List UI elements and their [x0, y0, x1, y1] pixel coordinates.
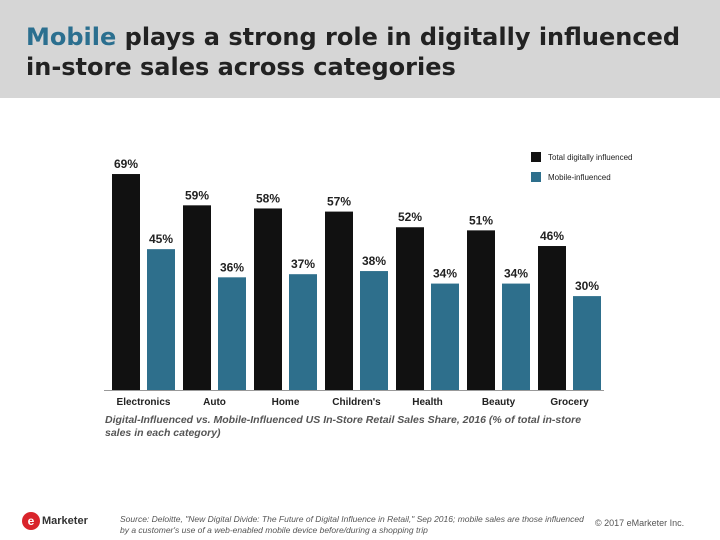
data-label-mobile: 34%	[504, 267, 528, 281]
data-label-total: 59%	[185, 188, 209, 202]
bar-total	[325, 211, 353, 390]
x-tick-label: Health	[412, 397, 443, 408]
legend-swatch-mobile	[531, 172, 541, 182]
bar-mobile	[147, 249, 175, 390]
bar-mobile	[218, 277, 246, 390]
bar-mobile	[502, 283, 530, 390]
legend-swatch-total	[531, 152, 541, 162]
x-tick-label: Home	[272, 397, 300, 408]
bar-total	[396, 227, 424, 390]
bar-total	[183, 205, 211, 390]
logo-mark-icon: e	[22, 512, 40, 530]
copyright: © 2017 eMarketer Inc.	[595, 518, 685, 528]
x-tick-label: Grocery	[550, 397, 589, 408]
data-label-total: 52%	[398, 210, 422, 224]
source-note: Source: Deloitte, "New Digital Divide: T…	[120, 514, 584, 535]
bar-total	[538, 246, 566, 390]
x-tick-label: Children's	[332, 397, 381, 408]
bar-mobile	[431, 283, 459, 390]
logo-text: Marketer	[42, 515, 88, 527]
emarketer-logo: e Marketer	[22, 512, 88, 530]
data-label-total: 69%	[114, 157, 138, 171]
bar-mobile	[573, 296, 601, 390]
legend-label: Total digitally influenced	[548, 153, 633, 162]
data-label-total: 51%	[469, 213, 493, 227]
x-tick-label: Beauty	[482, 397, 516, 408]
title-rest: plays a strong role in digitally influen…	[26, 23, 681, 81]
data-label-total: 57%	[327, 195, 351, 209]
data-label-total: 46%	[540, 229, 564, 243]
data-label-mobile: 36%	[220, 260, 244, 274]
bar-total	[112, 174, 140, 390]
x-tick-label: Electronics	[117, 397, 171, 408]
bar-mobile	[289, 274, 317, 390]
data-label-mobile: 34%	[433, 267, 457, 281]
data-label-total: 58%	[256, 191, 280, 205]
title-bar: Mobile plays a strong role in digitally …	[0, 0, 720, 98]
bar-mobile	[360, 271, 388, 390]
data-label-mobile: 38%	[362, 254, 386, 268]
x-tick-label: Auto	[203, 397, 226, 408]
data-label-mobile: 30%	[575, 279, 599, 293]
page-title: Mobile plays a strong role in digitally …	[26, 22, 706, 82]
bar-total	[467, 230, 495, 390]
legend-label: Mobile-influenced	[548, 173, 611, 182]
data-label-mobile: 45%	[149, 232, 173, 246]
title-accent: Mobile	[26, 23, 117, 51]
bar-total	[254, 208, 282, 390]
chart-caption: Digital-Influenced vs. Mobile-Influenced…	[105, 414, 582, 439]
data-label-mobile: 37%	[291, 257, 315, 271]
